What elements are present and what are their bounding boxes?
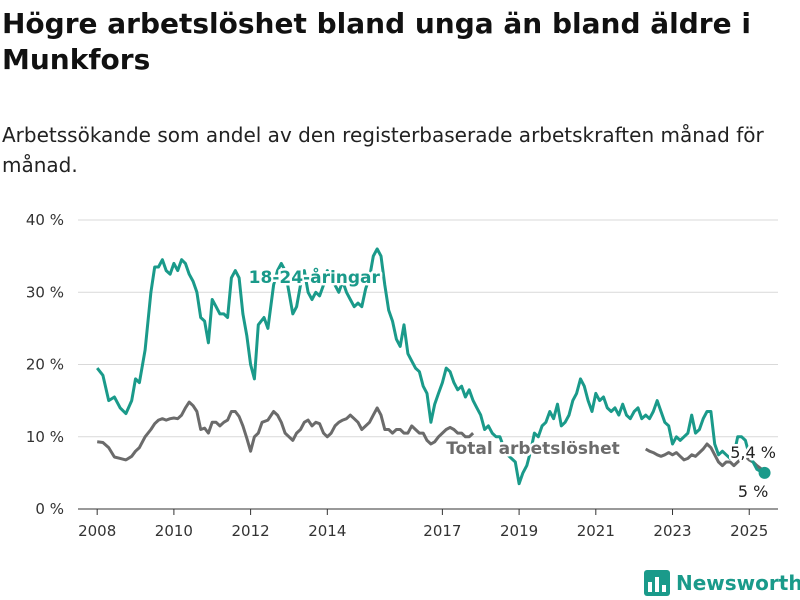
end-point-18-24	[758, 466, 771, 479]
y-axis: 0 % 10 % 20 % 30 % 40 %	[26, 211, 64, 518]
y-tick-label: 0 %	[35, 500, 64, 518]
newsworthy-logo: Newsworthy	[644, 568, 800, 598]
y-tick-label: 30 %	[26, 283, 64, 301]
line-chart: 0 % 10 % 20 % 30 % 40 % 2008 2010 2012 2014 2017…	[26, 211, 779, 540]
bar-chart-logo-icon	[644, 570, 670, 596]
chart-title: Högre arbetslöshet bland unga än bland ä…	[2, 7, 751, 76]
y-tick-label: 20 %	[26, 356, 64, 374]
series-label-total: Total arbetslöshet	[446, 439, 620, 459]
end-value-total-halo: 5,4 %	[730, 443, 776, 462]
x-tick-label: 2014	[308, 522, 346, 540]
end-value-18-24: 5 %	[738, 482, 768, 501]
x-tick-label: 2023	[653, 522, 691, 540]
series-label-18-24-halo: 18-24-åringar	[249, 266, 381, 288]
series-label-18-24: 18-24-åringar	[249, 266, 381, 288]
series-layer	[96, 247, 771, 486]
x-tick-label: 2010	[155, 522, 193, 540]
x-tick-label: 2017	[423, 522, 461, 540]
y-tick-label: 40 %	[26, 211, 64, 229]
x-tick-label: 2021	[577, 522, 615, 540]
series-line-18-24	[96, 247, 766, 486]
series-label-total-halo: Total arbetslöshet	[446, 439, 620, 459]
end-value-18-24-halo: 5 %	[738, 482, 768, 501]
series-line-total	[644, 442, 766, 472]
x-axis: 2008 2010 2012 2014 2017 2019 2021 2023 2025	[78, 508, 778, 540]
x-tick-label: 2012	[232, 522, 270, 540]
x-tick-label: 2008	[78, 522, 116, 540]
logo-text: Newsworthy	[676, 571, 800, 595]
series-line-total	[97, 400, 475, 462]
end-value-total: 5,4 %	[730, 443, 776, 462]
grid-layer	[78, 219, 778, 510]
x-tick-label: 2019	[500, 522, 538, 540]
y-tick-label: 10 %	[26, 428, 64, 446]
chart-subtitle: Arbetssökande som andel av den registerb…	[2, 123, 764, 177]
x-tick-label: 2025	[730, 522, 768, 540]
